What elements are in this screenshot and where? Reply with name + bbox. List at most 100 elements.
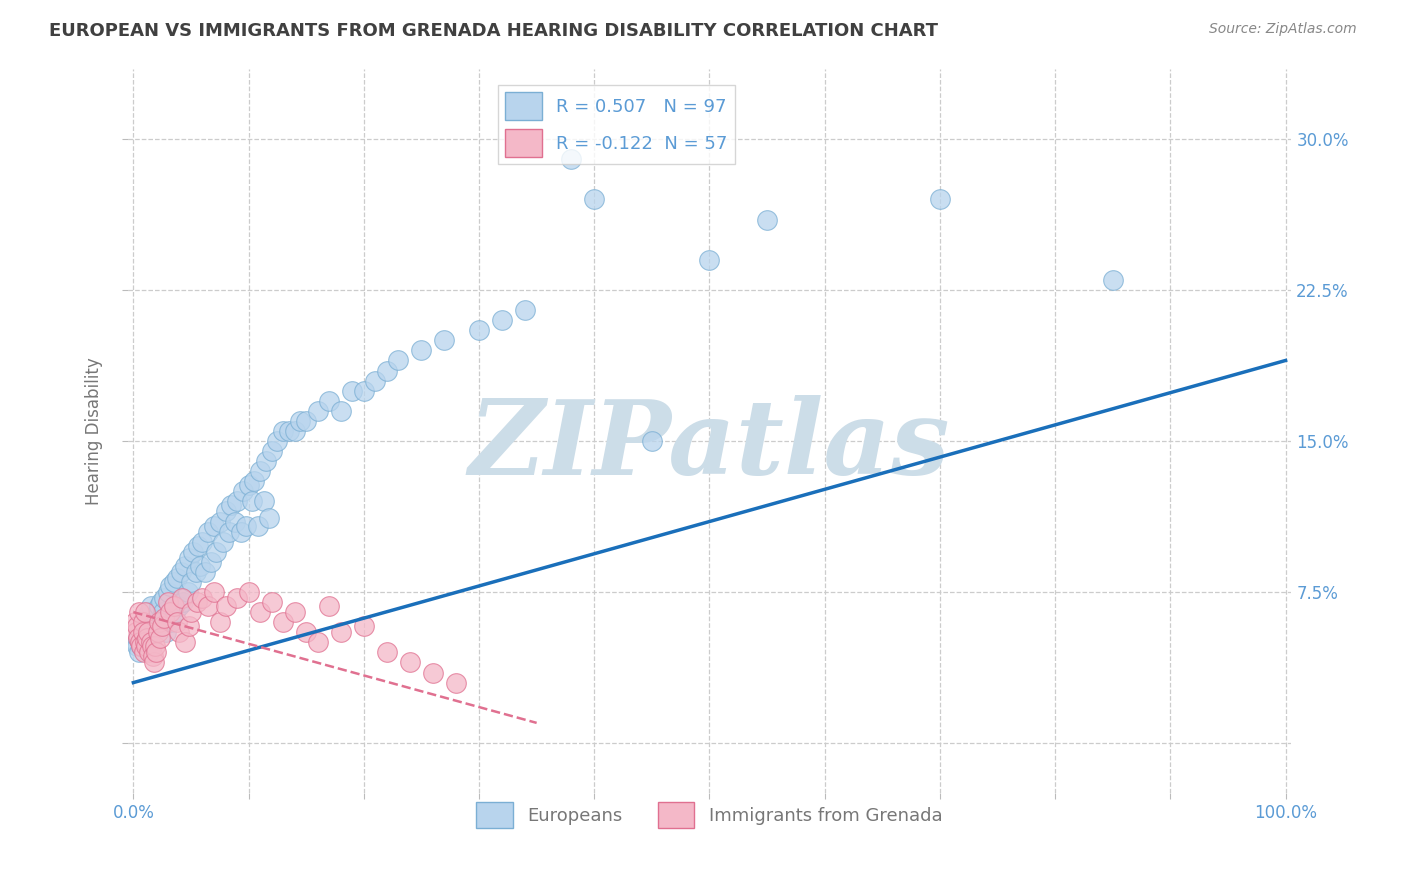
Point [284,605,307,619]
Point [342,384,364,398]
Point [307,635,329,649]
Point [148,615,170,630]
Point [169,599,191,613]
Point [200,555,222,569]
Point [329,404,352,418]
Point [124,635,146,649]
Point [375,363,398,377]
Point [184,565,207,579]
Point [205,545,228,559]
Point [134,619,156,633]
Point [188,558,211,573]
Point [353,384,375,398]
Point [284,424,307,438]
Point [271,615,294,630]
Point [229,524,252,539]
Point [290,414,312,428]
Point [191,591,214,605]
Point [176,585,198,599]
Point [197,599,219,613]
Point [411,343,433,358]
Point [235,518,257,533]
Point [295,414,318,428]
Point [169,565,191,579]
Point [218,524,240,539]
Point [155,625,177,640]
Point [191,534,214,549]
Point [138,635,160,649]
Point [277,424,299,438]
Point [131,640,153,654]
Point [208,515,231,529]
Point [150,619,173,633]
Point [131,640,153,654]
Point [187,539,209,553]
Point [181,545,204,559]
Y-axis label: Hearing Disability: Hearing Disability [86,357,103,505]
Text: EUROPEAN VS IMMIGRANTS FROM GRENADA HEARING DISABILITY CORRELATION CHART: EUROPEAN VS IMMIGRANTS FROM GRENADA HEAR… [49,22,938,40]
Point [156,585,179,599]
Legend: Europeans, Immigrants from Grenada: Europeans, Immigrants from Grenada [470,795,949,835]
Point [583,193,606,207]
Point [252,494,274,508]
Point [152,605,174,619]
Point [143,640,166,654]
Point [226,591,249,605]
Point [135,615,157,630]
Point [177,619,200,633]
Point [153,611,176,625]
Point [124,615,146,630]
Point [125,640,148,654]
Point [129,635,152,649]
Point [224,515,246,529]
Point [128,605,150,619]
Point [127,632,149,646]
Point [139,635,162,649]
Point [353,619,375,633]
Point [240,494,263,508]
Point [249,464,271,478]
Point [138,605,160,619]
Point [202,518,225,533]
Point [149,632,172,646]
Text: Source: ZipAtlas.com: Source: ZipAtlas.com [1209,22,1357,37]
Point [387,353,409,368]
Point [641,434,664,448]
Point [141,619,163,633]
Point [177,550,200,565]
Point [375,645,398,659]
Point [135,640,157,654]
Point [134,635,156,649]
Point [136,632,159,646]
Point [169,625,191,640]
Point [194,565,217,579]
Point [138,625,160,640]
Point [259,510,281,524]
Point [174,558,197,573]
Point [129,635,152,649]
Point [138,645,160,659]
Point [318,599,340,613]
Point [170,591,193,605]
Point [149,619,172,633]
Point [153,591,176,605]
Point [128,645,150,659]
Point [124,625,146,640]
Point [174,635,197,649]
Point [249,605,271,619]
Point [364,374,387,388]
Point [143,625,166,640]
Point [444,675,467,690]
Point [141,640,163,654]
Point [756,212,779,227]
Point [214,504,236,518]
Point [139,599,162,613]
Point [208,615,231,630]
Point [295,625,318,640]
Point [146,625,169,640]
Point [148,599,170,613]
Point [180,605,202,619]
Point [150,615,173,630]
Point [226,494,249,508]
Point [134,625,156,640]
